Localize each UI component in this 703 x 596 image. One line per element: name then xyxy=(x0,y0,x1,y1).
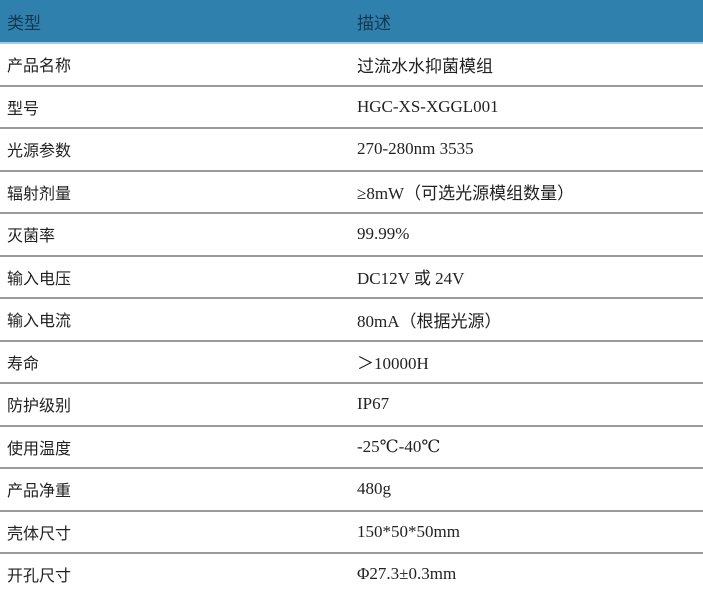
table-row: 产品名称 过流水水抑菌模组 xyxy=(0,43,703,87)
table-row: 防护级别 IP67 xyxy=(0,383,703,427)
row-value: 过流水水抑菌模组 xyxy=(354,43,703,87)
row-value: IP67 xyxy=(354,383,703,427)
row-label: 光源参数 xyxy=(0,128,354,172)
table-row: 使用温度 -25℃-40℃ xyxy=(0,425,703,469)
row-value: -25℃-40℃ xyxy=(354,425,703,469)
row-value: Φ27.3±0.3mm xyxy=(357,564,457,584)
table-row: 辐射剂量 ≥8mW（可选光源模组数量） xyxy=(0,170,703,214)
table-row: 寿命 ＞10000H xyxy=(0,340,703,384)
table-row: 光源参数 270-280nm 3535 xyxy=(0,128,703,172)
row-label: 产品名称 xyxy=(0,43,354,87)
table-row: 输入电流 80mA（根据光源） xyxy=(0,298,703,342)
row-label: 壳体尺寸 xyxy=(0,510,354,554)
row-value: 150*50*50mm xyxy=(354,510,703,554)
row-label: 输入电压 xyxy=(0,255,354,299)
row-value: ≥8mW（可选光源模组数量） xyxy=(354,170,703,214)
table-row: 灭菌率 99.99% xyxy=(0,213,703,257)
table-header-row: 类型 描述 xyxy=(0,0,703,44)
row-label: 辐射剂量 xyxy=(0,170,354,214)
row-label: 开孔尺寸 xyxy=(7,566,72,586)
row-value: DC12V 或 24V xyxy=(354,255,703,299)
header-type: 类型 xyxy=(0,0,354,44)
header-description: 描述 xyxy=(354,0,703,44)
row-label: 防护级别 xyxy=(0,383,354,427)
row-label: 输入电流 xyxy=(0,298,354,342)
row-value: 80mA（根据光源） xyxy=(354,298,703,342)
row-label: 寿命 xyxy=(0,340,354,384)
row-label: 使用温度 xyxy=(0,425,354,469)
row-value: ＞10000H xyxy=(354,340,703,384)
table-row: 产品净重 480g xyxy=(0,468,703,512)
row-label: 型号 xyxy=(0,85,354,129)
row-value: HGC-XS-XGGL001 xyxy=(354,85,703,129)
table-row: 输入电压 DC12V 或 24V xyxy=(0,255,703,299)
row-value: 270-280nm 3535 xyxy=(354,128,703,172)
table-row: 型号 HGC-XS-XGGL001 xyxy=(0,85,703,129)
row-label: 产品净重 xyxy=(0,468,354,512)
table-row: 壳体尺寸 150*50*50mm xyxy=(0,510,703,554)
row-value: 99.99% xyxy=(354,213,703,257)
row-label: 灭菌率 xyxy=(0,213,354,257)
table-row: 开孔尺寸 Φ27.3±0.3mm xyxy=(0,553,703,595)
row-value: 480g xyxy=(354,468,703,512)
